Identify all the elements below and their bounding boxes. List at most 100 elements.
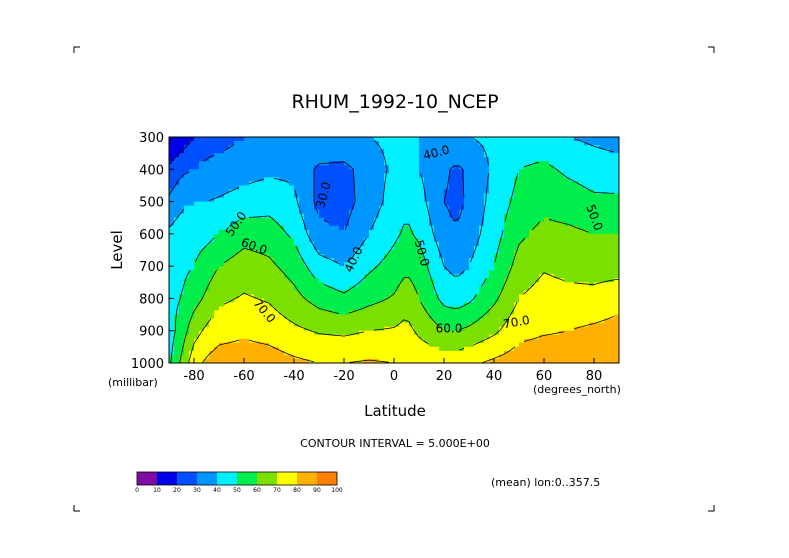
contour-cell [369, 270, 375, 275]
contour-cell [294, 266, 300, 271]
contour-cell [349, 310, 355, 316]
contour-cell [534, 197, 540, 203]
contour-cell [579, 205, 585, 211]
contour-cell [219, 245, 225, 251]
contour-cell [189, 358, 195, 363]
contour-cell [409, 153, 415, 158]
contour-cell [579, 161, 585, 166]
contour-cell [244, 169, 250, 174]
contour-cell [329, 221, 335, 227]
contour-cell [554, 286, 560, 291]
contour-cell [264, 354, 270, 360]
contour-cell [464, 201, 470, 207]
contour-cell [389, 282, 395, 287]
contour-cell [569, 310, 575, 316]
contour-cell [324, 270, 330, 275]
contour-cell [464, 149, 470, 154]
contour-cell [449, 161, 455, 166]
contour-cell [174, 241, 180, 247]
contour-cell [589, 201, 595, 207]
contour-cell [319, 278, 325, 283]
contour-cell [264, 294, 270, 300]
contour-cell [404, 169, 410, 174]
contour-cell [209, 254, 215, 259]
contour-cell [424, 290, 430, 295]
contour-cell [359, 173, 365, 178]
contour-cell [184, 254, 190, 259]
contour-cell [599, 294, 605, 300]
contour-cell [529, 314, 535, 320]
contour-cell [509, 286, 515, 291]
contour-cell [499, 270, 505, 275]
contour-cell [574, 322, 580, 328]
contour-cell [299, 201, 305, 207]
contour-cell [179, 165, 185, 170]
contour-cell [209, 169, 215, 174]
contour-cell [209, 354, 215, 360]
contour-cell [249, 290, 255, 295]
contour-cell [294, 213, 300, 219]
contour-cell [249, 278, 255, 283]
contour-cell [554, 205, 560, 211]
contour-cell [234, 165, 240, 170]
contour-cell [474, 245, 480, 251]
contour-cell [229, 241, 235, 247]
contour-cell [379, 306, 385, 312]
contour-cell [339, 237, 345, 243]
contour-cell [379, 181, 385, 187]
contour-cell [244, 189, 250, 195]
contour-cell [284, 306, 290, 312]
contour-cell [334, 262, 340, 267]
contour-cell [384, 258, 390, 263]
contour-cell [284, 346, 290, 352]
contour-cell [219, 318, 225, 324]
contour-cell [539, 157, 545, 162]
contour-cell [454, 318, 460, 324]
contour-cell [544, 225, 550, 231]
contour-cell [444, 137, 450, 142]
contour-cell [394, 334, 400, 340]
contour-cell [244, 173, 250, 178]
contour-cell [404, 177, 410, 182]
contour-cell [394, 270, 400, 275]
contour-cell [539, 137, 545, 142]
contour-cell [574, 294, 580, 300]
contour-cell [484, 262, 490, 267]
contour-cell [569, 258, 575, 263]
contour-cell [259, 282, 265, 287]
contour-cell [204, 270, 210, 275]
contour-cell [444, 245, 450, 251]
contour-cell [479, 342, 485, 348]
contour-cell [524, 282, 530, 287]
contour-cell [599, 266, 605, 271]
contour-cell [564, 302, 570, 308]
contour-cell [564, 229, 570, 235]
contour-cell [254, 314, 260, 320]
contour-cell [479, 141, 485, 146]
contour-cell [279, 278, 285, 283]
contour-cell [429, 229, 435, 235]
contour-cell [524, 274, 530, 279]
contour-cell [384, 342, 390, 348]
contour-cell [484, 229, 490, 235]
contour-cell [494, 350, 500, 356]
contour-cell [244, 157, 250, 162]
contour-cell [314, 318, 320, 324]
contour-cell [379, 193, 385, 199]
contour-cell [444, 241, 450, 247]
contour-cell [479, 189, 485, 195]
contour-cell [459, 354, 465, 360]
contour-cell [459, 201, 465, 207]
contour-cell [494, 258, 500, 263]
contour-cell [369, 209, 375, 215]
contour-cell [404, 262, 410, 267]
contour-cell [199, 169, 205, 174]
contour-cell [214, 326, 220, 332]
contour-cell [529, 266, 535, 271]
contour-cell [604, 318, 610, 324]
contour-cell [299, 258, 305, 263]
contour-cell [259, 346, 265, 352]
contour-cell [329, 318, 335, 324]
contour-cell [599, 330, 605, 336]
contour-cell [469, 245, 475, 251]
